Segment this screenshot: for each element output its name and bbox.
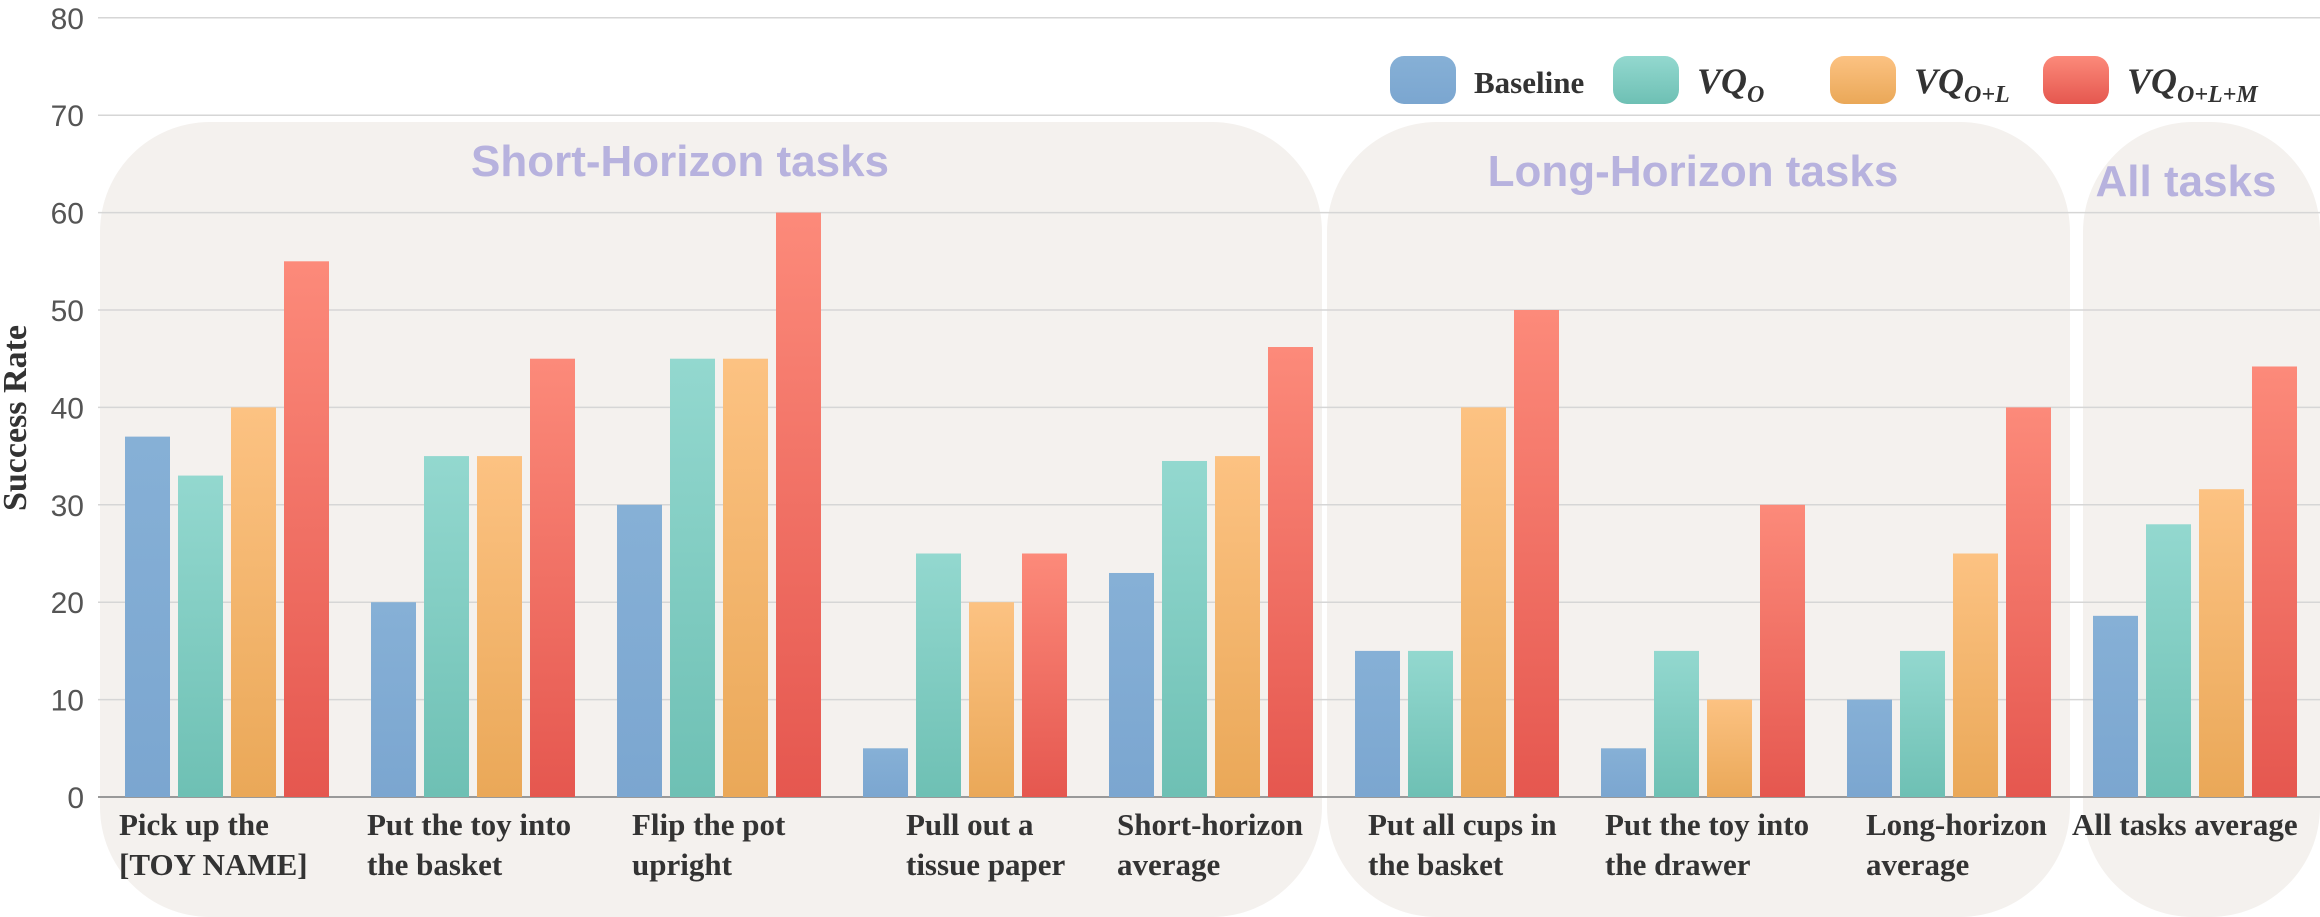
bar-vq-o-l-m-cat-3 <box>776 212 821 798</box>
x-label-9-line-1: All tasks average <box>2072 807 2298 842</box>
y-tick-0: 0 <box>67 782 84 815</box>
x-label-2-line-2: the basket <box>367 847 503 882</box>
y-tick-70: 70 <box>51 100 84 133</box>
bar-vq-o-l-cat-4 <box>969 602 1014 797</box>
bar-vq-o-cat-1 <box>178 475 223 797</box>
bar-vq-o-cat-7 <box>1654 650 1699 797</box>
y-axis-label: Success Rate <box>0 325 34 511</box>
bar-baseline-cat-3 <box>617 504 662 797</box>
y-tick-40: 40 <box>51 392 84 425</box>
legend-swatch-3 <box>1830 56 1896 104</box>
bar-vq-o-cat-2 <box>424 456 469 797</box>
bar-baseline-cat-1 <box>125 436 170 797</box>
bar-vq-o-cat-5 <box>1162 460 1207 797</box>
x-label-7-line-1: Put the toy into <box>1605 807 1809 842</box>
bar-baseline-cat-4 <box>863 748 908 797</box>
bar-vq-o-l-m-cat-7 <box>1760 504 1805 797</box>
x-label-3-line-2: upright <box>632 847 733 882</box>
y-tick-80: 80 <box>51 3 84 36</box>
x-label-7-line-2: the drawer <box>1605 847 1751 882</box>
x-label-2-line-1: Put the toy into <box>367 807 571 842</box>
bar-vq-o-l-m-cat-5 <box>1268 347 1313 797</box>
bar-vq-o-l-cat-9 <box>2199 489 2244 797</box>
y-tick-60: 60 <box>51 198 84 231</box>
x-label-1-line-2: [TOY NAME] <box>119 847 308 882</box>
bar-vq-o-l-cat-5 <box>1215 456 1260 797</box>
group-title-2: Long-Horizon tasks <box>1488 147 1899 196</box>
bar-vq-o-l-m-cat-6 <box>1514 310 1559 797</box>
bar-baseline-cat-5 <box>1109 572 1154 797</box>
y-tick-30: 30 <box>51 490 84 523</box>
bar-vq-o-cat-3 <box>670 358 715 797</box>
x-label-8-line-1: Long-horizon <box>1866 807 2047 842</box>
group-title-3: All tasks <box>2096 157 2277 206</box>
bar-vq-o-l-m-cat-1 <box>284 261 329 797</box>
x-label-4-line-2: tissue paper <box>906 847 1066 882</box>
legend-label-1: Baseline <box>1474 65 1584 100</box>
legend: Baseline VQO VQO+L VQO+L+M <box>1390 56 2259 108</box>
group-titles: Short-Horizon tasks Long-Horizon tasks All… <box>471 137 2277 206</box>
x-label-8-line-2: average <box>1866 847 1969 882</box>
bar-vq-o-cat-6 <box>1408 650 1453 797</box>
x-label-1-line-1: Pick up the <box>119 807 269 842</box>
bar-vq-o-l-cat-3 <box>723 358 768 797</box>
bar-baseline-cat-9 <box>2093 615 2138 797</box>
bars <box>125 212 2297 798</box>
bar-baseline-cat-2 <box>371 602 416 797</box>
bar-vq-o-l-cat-1 <box>231 407 276 797</box>
bar-baseline-cat-8 <box>1847 699 1892 797</box>
bar-vq-o-l-cat-8 <box>1953 553 1998 797</box>
bar-vq-o-l-cat-7 <box>1707 699 1752 797</box>
x-label-6-line-1: Put all cups in <box>1368 807 1557 842</box>
legend-label-2: VQO <box>1697 61 1764 108</box>
y-tick-50: 50 <box>51 295 84 328</box>
bar-vq-o-cat-4 <box>916 553 961 797</box>
bar-vq-o-cat-8 <box>1900 650 1945 797</box>
bar-vq-o-l-m-cat-9 <box>2252 366 2297 797</box>
bar-vq-o-l-cat-6 <box>1461 407 1506 797</box>
bar-vq-o-cat-9 <box>2146 524 2191 797</box>
x-tick-labels: Pick up the [TOY NAME] Put the toy into the… <box>119 807 2298 882</box>
bar-vq-o-l-m-cat-2 <box>530 358 575 797</box>
bar-vq-o-l-cat-2 <box>477 456 522 797</box>
legend-swatch-1 <box>1390 56 1456 104</box>
x-label-3-line-1: Flip the pot <box>632 807 786 842</box>
bar-vq-o-l-m-cat-4 <box>1022 553 1067 797</box>
legend-swatch-2 <box>1613 56 1679 104</box>
legend-label-4: VQO+L+M <box>2127 61 2259 108</box>
x-label-5-line-1: Short-horizon <box>1117 807 1303 842</box>
x-label-4-line-1: Pull out a <box>906 807 1034 842</box>
bar-baseline-cat-7 <box>1601 748 1646 797</box>
x-label-5-line-2: average <box>1117 847 1220 882</box>
bar-vq-o-l-m-cat-8 <box>2006 407 2051 797</box>
legend-label-3: VQO+L <box>1914 61 2010 108</box>
legend-swatch-4 <box>2043 56 2109 104</box>
bar-baseline-cat-6 <box>1355 650 1400 797</box>
y-tick-labels: 0 10 20 30 40 50 60 70 80 <box>51 3 84 815</box>
y-tick-10: 10 <box>51 685 84 718</box>
x-label-6-line-2: the basket <box>1368 847 1504 882</box>
group-title-1: Short-Horizon tasks <box>471 137 889 186</box>
y-tick-20: 20 <box>51 587 84 620</box>
